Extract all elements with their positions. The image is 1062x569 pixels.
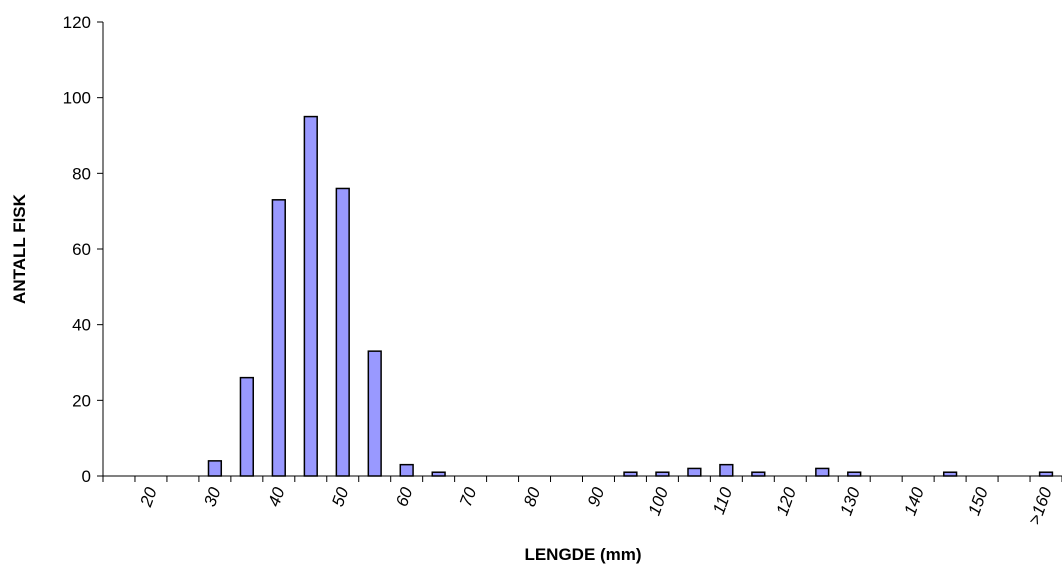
bar bbox=[942, 471, 958, 477]
bar bbox=[751, 471, 766, 477]
x-tick-label: 70 bbox=[456, 484, 481, 509]
y-tick-label: 60 bbox=[72, 240, 91, 259]
bar bbox=[1038, 471, 1054, 477]
x-tick-label: 80 bbox=[520, 484, 545, 509]
x-tick-label: 60 bbox=[392, 484, 417, 509]
y-axis-title: ANTALL FISK bbox=[10, 193, 29, 304]
y-tick-label: 40 bbox=[72, 316, 91, 335]
bar bbox=[207, 460, 223, 477]
x-tick-label: 90 bbox=[584, 484, 609, 509]
bar bbox=[719, 463, 734, 477]
bar bbox=[399, 463, 414, 477]
bar bbox=[655, 471, 670, 477]
y-tick-label: 20 bbox=[72, 391, 91, 410]
x-tick-label: 130 bbox=[836, 484, 864, 518]
y-tick-label: 100 bbox=[63, 89, 91, 108]
x-tick-label: 20 bbox=[136, 484, 161, 510]
x-tick-label: >160 bbox=[1025, 484, 1056, 527]
y-tick-label: 120 bbox=[63, 13, 91, 32]
bar bbox=[431, 471, 446, 477]
bar bbox=[303, 115, 318, 477]
bar bbox=[271, 199, 286, 477]
bar bbox=[847, 471, 862, 477]
y-tick-label: 0 bbox=[82, 467, 91, 486]
y-tick-label: 80 bbox=[72, 164, 91, 183]
x-tick-label: 30 bbox=[200, 484, 225, 509]
bar bbox=[335, 187, 350, 477]
x-tick-label: 50 bbox=[328, 484, 353, 509]
bar bbox=[367, 350, 382, 477]
x-tick-label: 100 bbox=[645, 484, 673, 518]
bar bbox=[815, 467, 830, 477]
x-tick-label: 110 bbox=[709, 484, 736, 516]
bar bbox=[623, 471, 638, 477]
x-tick-label: 150 bbox=[964, 484, 992, 518]
bar bbox=[687, 467, 702, 477]
bar bbox=[239, 376, 254, 477]
x-tick-label: 40 bbox=[264, 484, 289, 509]
x-tick-label: 120 bbox=[772, 484, 800, 518]
x-axis-title: LENGDE (mm) bbox=[524, 545, 641, 564]
x-tick-label: 140 bbox=[900, 484, 928, 518]
